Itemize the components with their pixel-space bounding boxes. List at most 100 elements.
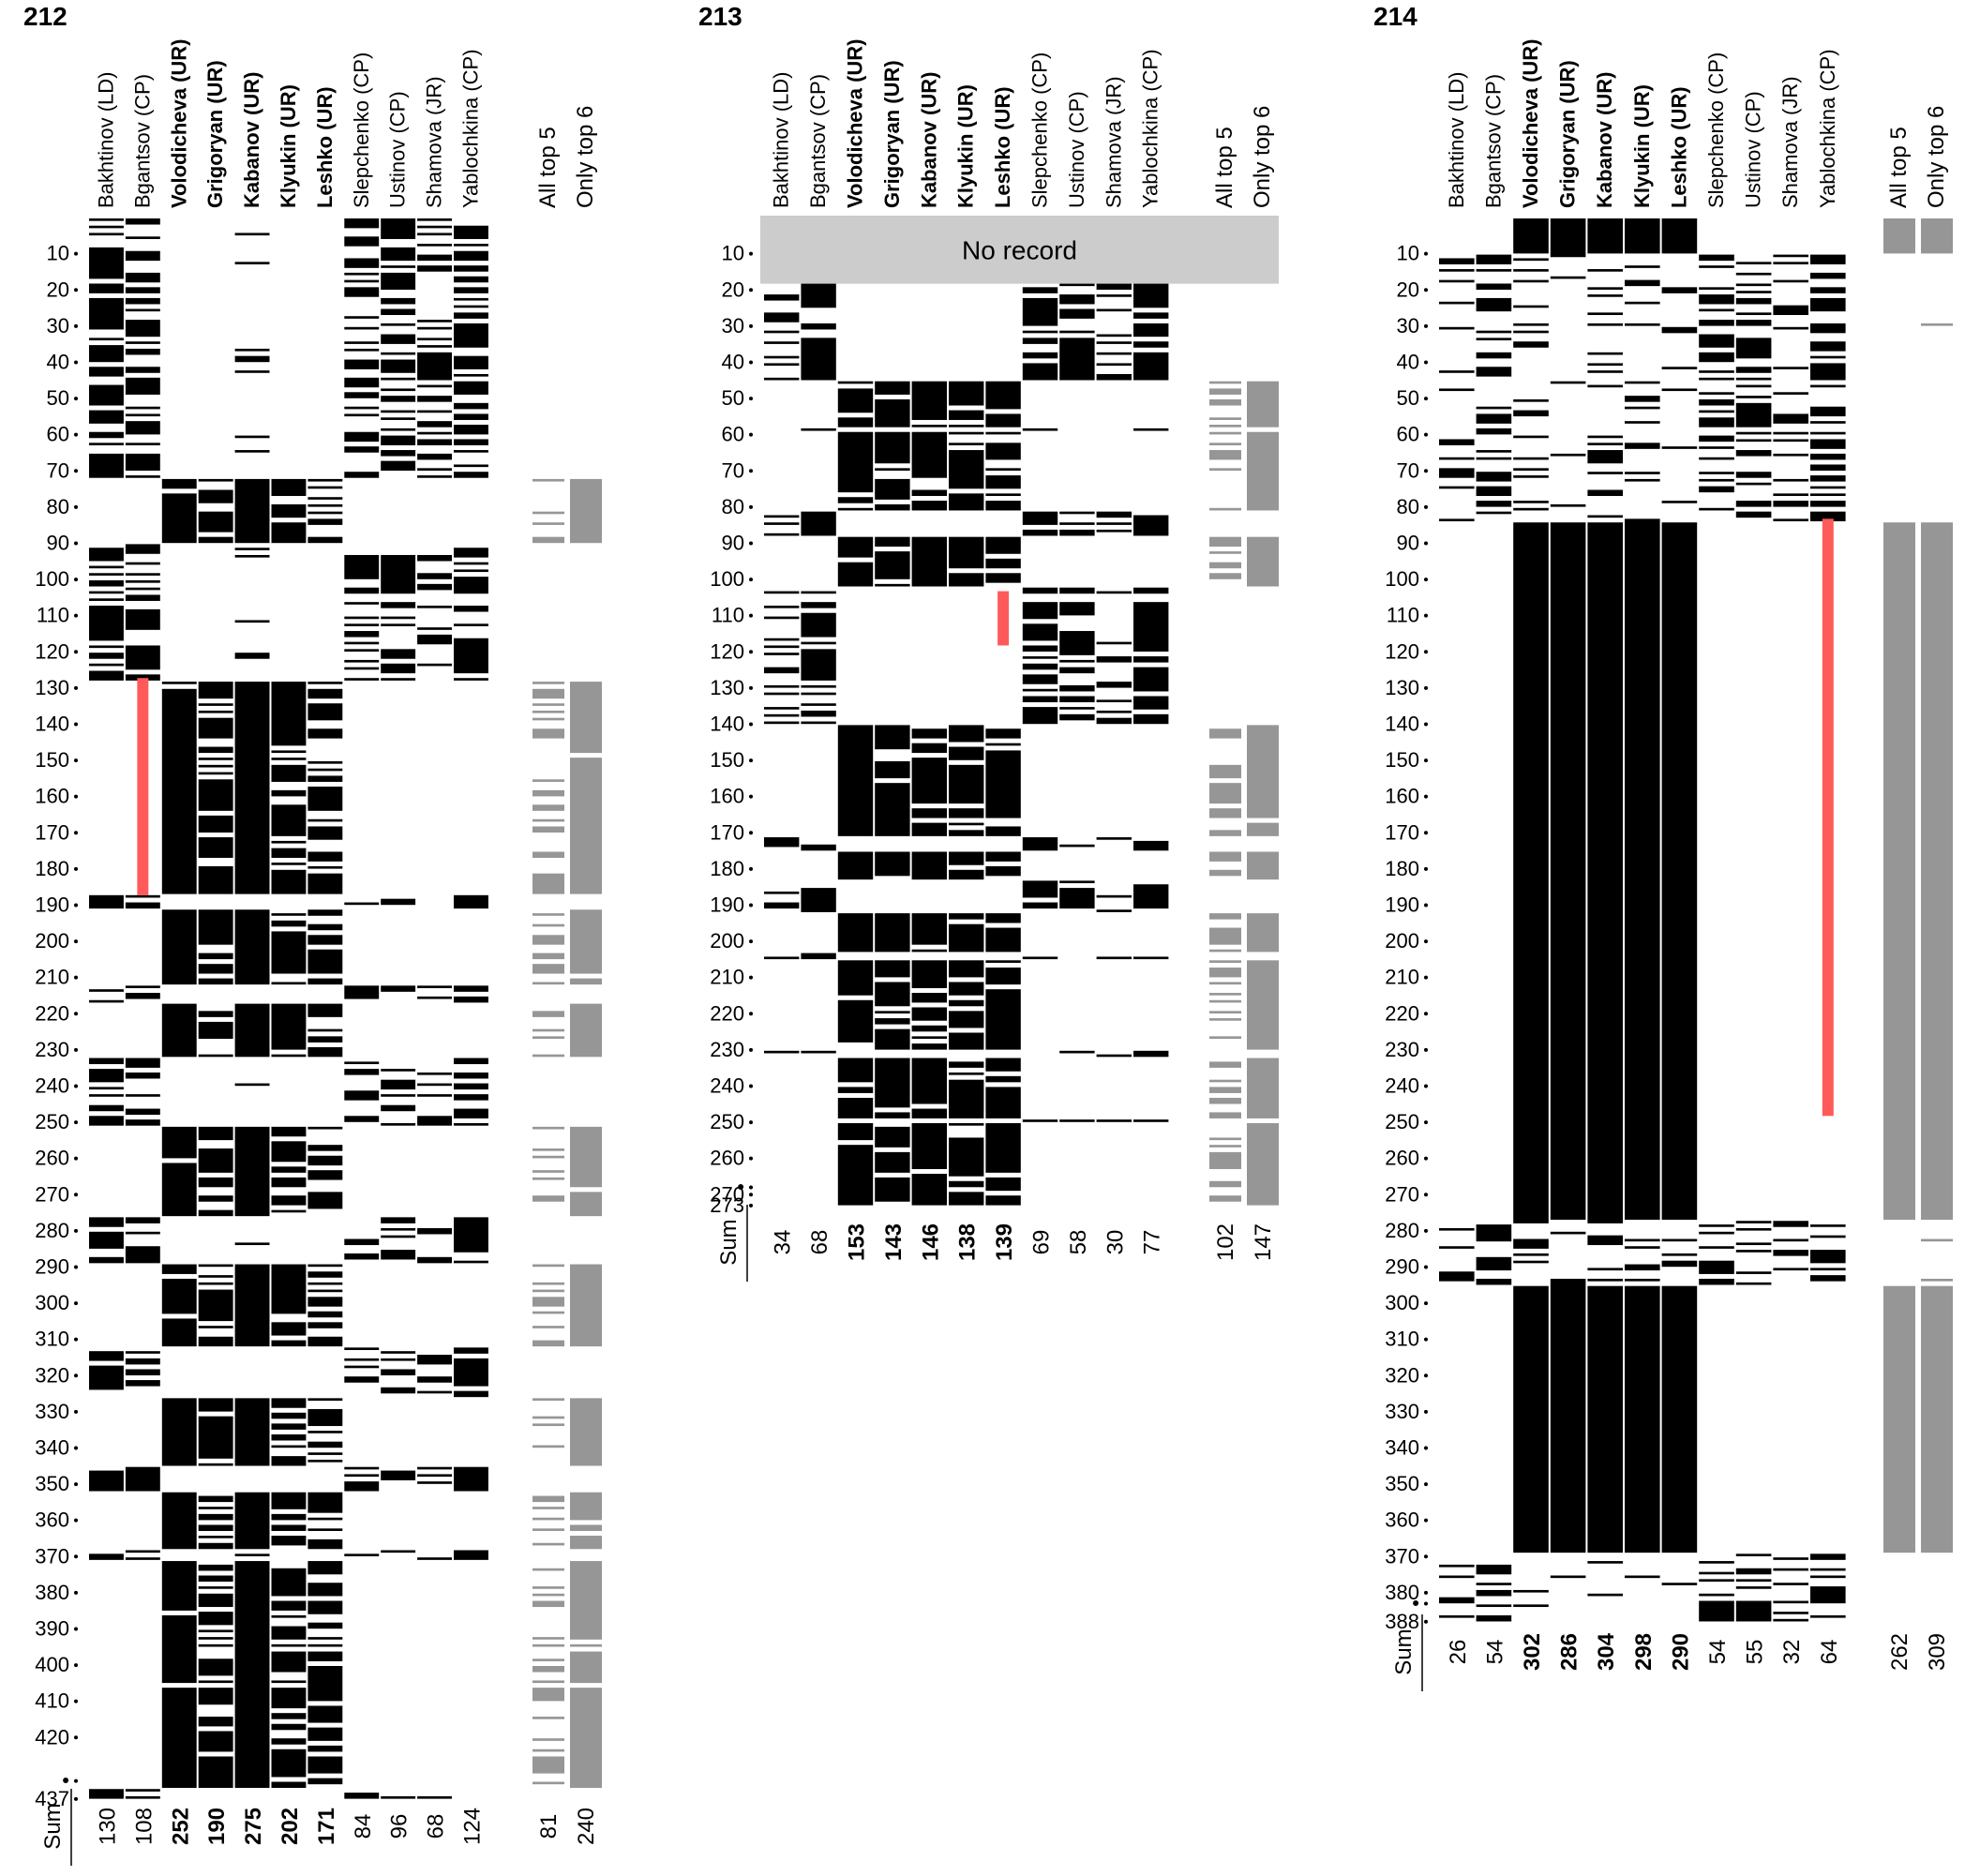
y-tick-label: 250 bbox=[35, 1110, 69, 1133]
vote-mark bbox=[89, 225, 124, 229]
vote-mark bbox=[764, 591, 800, 594]
aggregate-label: All top 5 bbox=[1886, 127, 1912, 208]
vote-mark bbox=[875, 1018, 910, 1025]
vote-mark bbox=[1476, 1583, 1512, 1585]
vote-mark bbox=[198, 815, 233, 833]
voter-label: Slepchenko (CP) bbox=[1704, 53, 1728, 208]
vote-mark bbox=[454, 1058, 488, 1065]
vote-mark bbox=[417, 573, 452, 579]
vote-mark bbox=[454, 569, 488, 573]
vote-mark bbox=[1476, 511, 1512, 515]
vote-mark bbox=[454, 1358, 488, 1387]
vote-mark bbox=[308, 978, 343, 985]
vote-mark bbox=[1735, 482, 1772, 486]
vote-mark bbox=[381, 1104, 416, 1112]
vote-mark bbox=[949, 1123, 984, 1126]
vote-mark bbox=[1059, 1119, 1095, 1122]
vote-mark bbox=[911, 1025, 947, 1032]
voter-label: Kabanov (UR) bbox=[917, 72, 940, 208]
vote-mark bbox=[1699, 1579, 1734, 1583]
vote-mark bbox=[1699, 1278, 1734, 1285]
vote-mark bbox=[454, 1550, 488, 1560]
vote-mark bbox=[344, 1253, 380, 1260]
vote-mark bbox=[271, 1723, 307, 1731]
vote-mark bbox=[198, 1011, 233, 1017]
vote-mark bbox=[381, 623, 416, 626]
y-tick-mark bbox=[1424, 1120, 1428, 1125]
vote-mark bbox=[1513, 279, 1549, 283]
vote-mark bbox=[911, 1036, 947, 1040]
aggregate-mark bbox=[570, 1126, 602, 1188]
y-tick-label: 260 bbox=[1385, 1147, 1419, 1170]
vote-mark bbox=[1133, 1119, 1169, 1122]
vote-mark bbox=[454, 996, 488, 1003]
vote-mark bbox=[1810, 1553, 1846, 1560]
vote-mark bbox=[1022, 880, 1058, 898]
vote-mark bbox=[308, 865, 343, 869]
vote-mark bbox=[949, 960, 984, 978]
vote-mark bbox=[764, 837, 800, 848]
vote-mark bbox=[454, 1123, 488, 1126]
vote-mark bbox=[125, 406, 160, 410]
aggregate-mark bbox=[532, 1495, 564, 1503]
panel-212: 212 Bakhtinov (LD) Bgantsov (CP) Volodichev… bbox=[23, 2, 602, 1866]
vote-mark bbox=[198, 489, 233, 503]
vote-mark bbox=[1773, 326, 1808, 330]
vote-mark bbox=[949, 410, 984, 420]
y-tick-mark bbox=[74, 939, 78, 944]
vote-mark bbox=[89, 1087, 124, 1090]
vote-mark bbox=[198, 1289, 233, 1322]
vote-mark bbox=[1513, 1285, 1549, 1553]
aggregate-mark bbox=[1209, 1137, 1241, 1141]
vote-mark bbox=[1810, 1224, 1846, 1227]
vote-mark bbox=[308, 1643, 343, 1647]
vote-mark bbox=[1550, 1575, 1586, 1579]
y-tick-label: 170 bbox=[35, 820, 69, 844]
aggregate-mark bbox=[532, 1054, 564, 1058]
vote-mark bbox=[308, 503, 343, 507]
vote-mark bbox=[344, 1376, 380, 1383]
vote-mark bbox=[308, 518, 343, 525]
aggregate-mark bbox=[1209, 1097, 1241, 1104]
vote-mark bbox=[1513, 435, 1549, 439]
vote-mark bbox=[1699, 377, 1734, 381]
vote-mark bbox=[1587, 450, 1623, 464]
vote-mark bbox=[1513, 258, 1549, 262]
vote-mark bbox=[454, 562, 488, 565]
vote-mark bbox=[911, 425, 947, 428]
vote-mark bbox=[381, 272, 416, 290]
vote-mark bbox=[949, 493, 984, 511]
vote-mark bbox=[1735, 377, 1772, 381]
y-tick-mark bbox=[74, 578, 78, 582]
aggregate-mark bbox=[1247, 913, 1279, 953]
vote-mark bbox=[1550, 522, 1586, 1221]
vote-mark bbox=[125, 645, 160, 670]
column-sum: 130 bbox=[95, 1808, 120, 1845]
vote-mark bbox=[1699, 472, 1734, 474]
vote-mark bbox=[1022, 363, 1058, 381]
vote-mark bbox=[1587, 294, 1623, 297]
vote-mark bbox=[308, 1145, 343, 1151]
aggregate-mark bbox=[532, 873, 564, 894]
aggregate-mark bbox=[1209, 1018, 1241, 1021]
vote-mark bbox=[381, 1369, 416, 1375]
vote-mark bbox=[1587, 352, 1623, 355]
voter-label: Leshko (UR) bbox=[313, 86, 337, 208]
vote-mark bbox=[1096, 956, 1132, 960]
panel-214: 214 Bakhtinov (LD) Bgantsov (CP) Volodichev… bbox=[1373, 2, 1953, 1691]
aggregate-label: Only top 6 bbox=[1924, 106, 1949, 208]
y-tick-mark bbox=[749, 1203, 753, 1208]
vote-mark bbox=[308, 768, 343, 772]
vote-mark bbox=[234, 1083, 270, 1087]
y-tick-label: 400 bbox=[35, 1653, 69, 1676]
vote-mark bbox=[1022, 511, 1058, 525]
vote-mark bbox=[234, 450, 270, 453]
vote-mark bbox=[949, 822, 984, 826]
vote-mark bbox=[198, 1463, 233, 1466]
column-sum: 202 bbox=[278, 1808, 303, 1845]
vote-mark bbox=[454, 472, 488, 478]
vote-mark bbox=[125, 413, 160, 417]
y-tick-mark bbox=[1424, 1084, 1428, 1088]
vote-mark bbox=[1439, 1271, 1475, 1282]
y-tick-mark bbox=[74, 831, 78, 835]
